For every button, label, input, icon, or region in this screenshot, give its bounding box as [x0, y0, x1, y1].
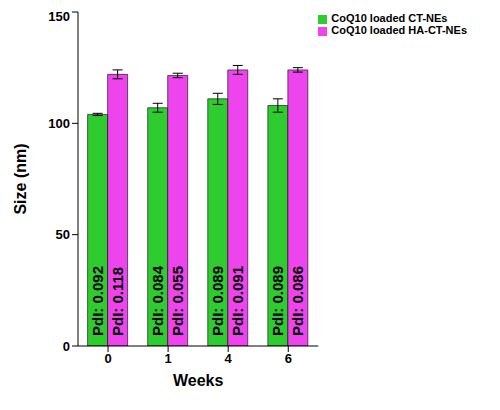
svg-text:PdI: 0.055: PdI: 0.055	[169, 266, 186, 336]
svg-text:0: 0	[104, 351, 111, 366]
svg-text:100: 100	[48, 116, 70, 131]
svg-text:PdI: 0.089: PdI: 0.089	[209, 266, 226, 336]
html-text:CoQ10 loaded CT-NEs: CoQ10 loaded CT-NEs	[331, 12, 448, 24]
svg-text:50: 50	[56, 227, 70, 242]
svg-text:150: 150	[48, 9, 70, 24]
svg-text:4: 4	[225, 351, 233, 366]
svg-text:PdI: 0.091: PdI: 0.091	[229, 266, 246, 336]
html-text:CoQ10 loaded HA-CT-NEs: CoQ10 loaded HA-CT-NEs	[331, 24, 467, 36]
svg-text:PdI: 0.086: PdI: 0.086	[289, 266, 306, 336]
svg-text:PdI: 0.092: PdI: 0.092	[89, 266, 106, 336]
svg-text:0: 0	[63, 339, 70, 354]
svg-text:PdI: 0.118: PdI: 0.118	[109, 267, 126, 336]
svg-text:6: 6	[285, 351, 292, 366]
svg-text:PdI: 0.084: PdI: 0.084	[149, 265, 166, 336]
svg-text:Weeks: Weeks	[173, 372, 224, 389]
svg-text:1: 1	[165, 351, 172, 366]
svg-text:Size (nm): Size (nm)	[12, 143, 29, 214]
svg-text:PdI: 0.089: PdI: 0.089	[269, 266, 286, 336]
